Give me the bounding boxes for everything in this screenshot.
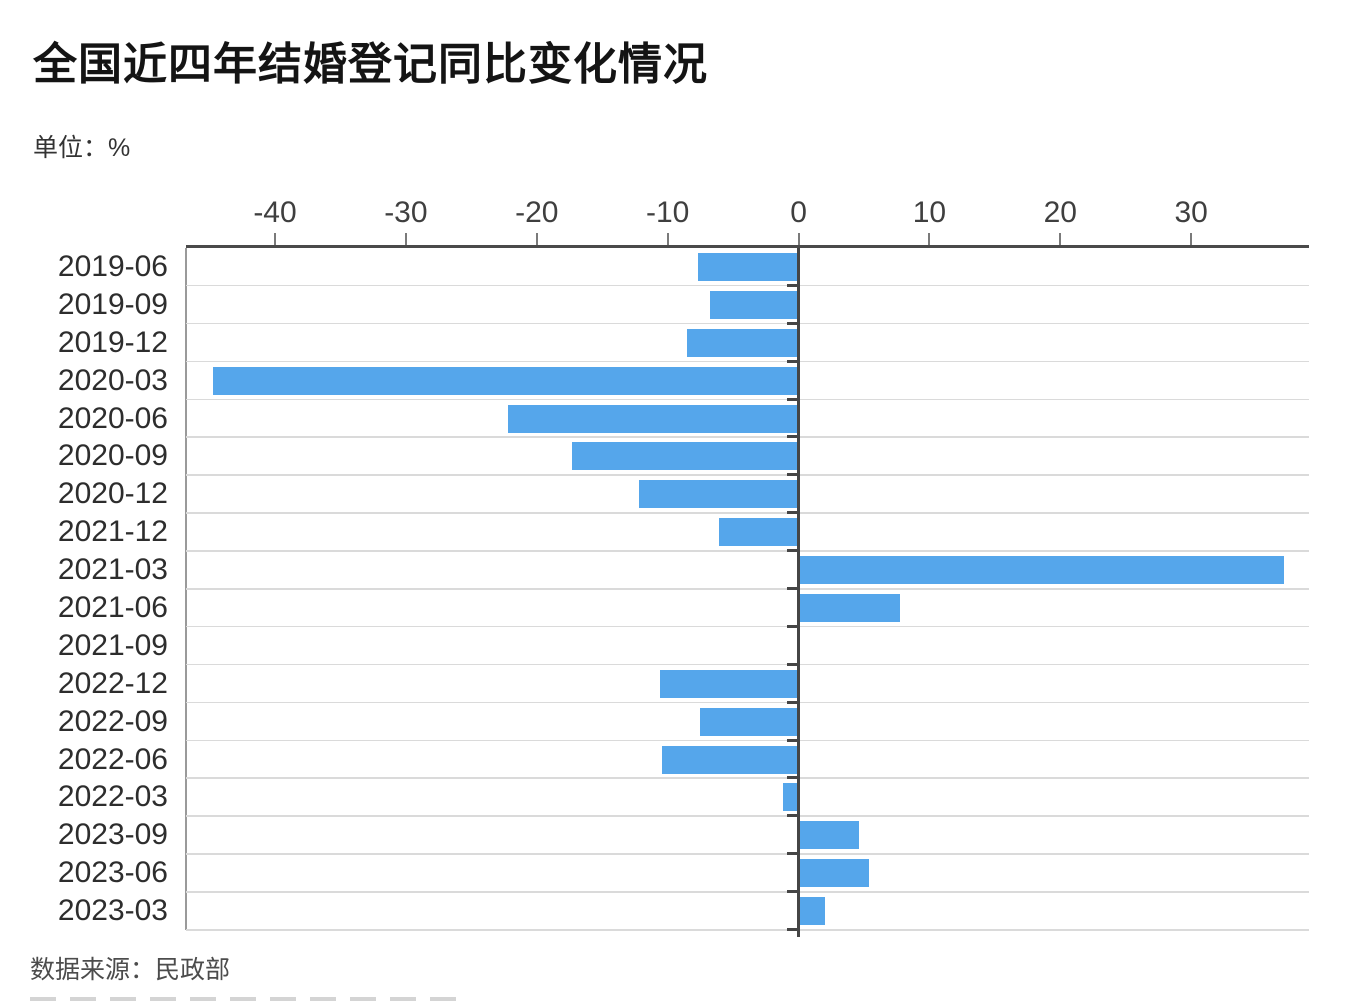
zero-axis-category-tick [786, 662, 798, 666]
y-axis-label: 2019-12 [57, 325, 168, 359]
y-axis-label: 2020-12 [57, 477, 168, 511]
axis-left-border [185, 248, 187, 930]
zero-axis-category-tick [786, 587, 798, 590]
zero-axis-category-tick [786, 890, 798, 894]
zero-axis-category-tick [786, 624, 798, 628]
grid-line [186, 929, 1309, 931]
y-axis-label: 2020-03 [57, 363, 168, 397]
zero-axis-category-tick [786, 738, 798, 742]
x-axis-tick-mark [666, 233, 669, 246]
x-axis-tick-label: 30 [1174, 196, 1208, 229]
grid-line [186, 474, 1309, 476]
grid-line [186, 777, 1309, 779]
grid-line [186, 398, 1309, 401]
y-axis-label: 2021-12 [57, 515, 168, 549]
zero-axis-category-tick [786, 397, 798, 401]
grid-line [186, 739, 1309, 742]
grid-line [186, 701, 1309, 704]
bar-2020-09 [572, 442, 799, 471]
bar-2020-12 [638, 480, 799, 509]
zero-axis-category-tick [786, 435, 798, 439]
x-axis-tick-mark [274, 233, 276, 246]
grid-line [186, 436, 1309, 438]
zero-axis-category-tick [786, 511, 798, 515]
y-axis-label: 2023-06 [57, 856, 168, 890]
bar-2020-03 [213, 366, 799, 395]
y-axis-label: 2022-06 [57, 742, 168, 776]
bar-2023-03 [800, 897, 825, 926]
bar-2021-12 [718, 518, 799, 547]
clipped-bottom-text-strip [30, 997, 460, 1001]
grid-line [186, 853, 1309, 855]
bar-2019-12 [687, 328, 799, 357]
y-axis-label: 2021-09 [57, 628, 168, 662]
x-axis-tick-label: -20 [515, 196, 559, 229]
y-axis-label: 2019-06 [57, 249, 168, 283]
bar-2022-09 [700, 707, 799, 736]
grid-line [186, 815, 1309, 817]
bar-2022-06 [662, 745, 799, 774]
bar-2022-12 [659, 669, 799, 698]
x-axis-tick-mark [535, 233, 538, 246]
grid-line [186, 625, 1309, 628]
x-axis-tick-mark [1190, 233, 1193, 246]
zero-axis-category-tick [786, 549, 798, 553]
x-axis-tick-label: -40 [253, 196, 297, 229]
bar-2021-03 [800, 556, 1285, 585]
grid-line [186, 360, 1309, 363]
zero-axis-category-tick [786, 283, 798, 287]
y-axis-label: 2019-09 [57, 287, 168, 321]
grid-line [186, 512, 1309, 514]
grid-line [186, 588, 1309, 590]
source-label: 数据来源：民政部 [30, 956, 231, 984]
x-axis-tick-mark [928, 233, 931, 246]
axis-top-border [186, 245, 1309, 248]
zero-axis-category-tick [786, 321, 798, 325]
zero-axis-category-tick [786, 852, 798, 856]
x-axis-tick-label: 0 [790, 196, 807, 229]
grid-line [186, 322, 1309, 325]
y-axis-label: 2023-03 [57, 894, 168, 928]
zero-axis-category-tick [786, 473, 798, 477]
y-axis-label: 2021-06 [57, 590, 168, 624]
bar-2023-09 [800, 821, 859, 850]
zero-axis-category-tick [786, 776, 798, 780]
x-axis-tick-label: -10 [645, 196, 690, 229]
y-axis-label: 2021-03 [57, 553, 168, 587]
zero-axis-line [797, 248, 801, 937]
y-axis-label: 2023-09 [57, 818, 168, 852]
bar-2020-06 [507, 404, 799, 433]
x-axis-tick-mark [797, 233, 800, 246]
y-axis-label: 2020-09 [57, 439, 168, 473]
zero-axis-category-tick [786, 814, 798, 818]
bar-2022-03 [782, 783, 799, 812]
x-axis-tick-label: -30 [384, 196, 428, 229]
bar-2019-09 [709, 290, 799, 319]
y-axis-label: 2022-03 [57, 780, 168, 814]
zero-axis-category-tick [786, 700, 798, 704]
bar-2021-06 [800, 593, 900, 622]
zero-axis-category-tick [786, 359, 798, 363]
grid-line [186, 550, 1309, 552]
unit-label: 单位：% [33, 134, 131, 162]
x-axis-tick-label: 20 [1043, 196, 1077, 229]
x-axis-tick-mark [404, 233, 407, 246]
bar-2019-06 [697, 252, 799, 281]
x-axis-tick-mark [1059, 233, 1062, 246]
bar-2023-06 [800, 859, 870, 888]
y-axis-label: 2020-06 [57, 401, 168, 435]
page-title: 全国近四年结婚登记同比变化情况 [33, 40, 708, 89]
grid-line [186, 891, 1309, 893]
x-axis-tick-label: 10 [912, 196, 947, 229]
y-axis-label: 2022-12 [57, 666, 168, 700]
y-axis-label: 2022-09 [57, 704, 168, 738]
grid-line [186, 663, 1309, 666]
grid-line [186, 284, 1309, 287]
zero-axis-category-tick [786, 928, 798, 931]
